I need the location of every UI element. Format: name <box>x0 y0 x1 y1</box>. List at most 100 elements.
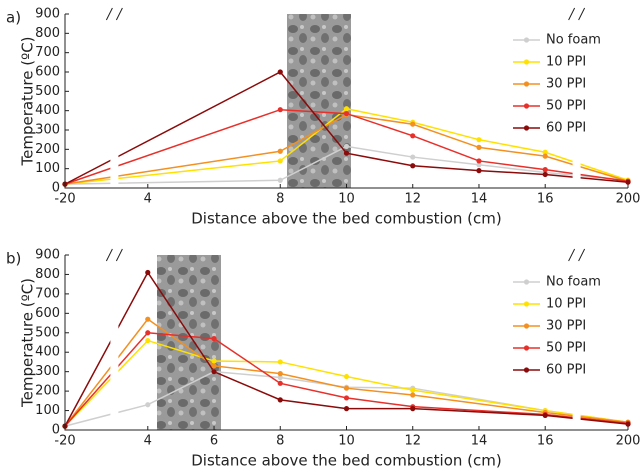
data-point <box>145 330 151 336</box>
data-point <box>277 397 283 403</box>
data-point <box>343 106 350 112</box>
data-point <box>277 374 283 381</box>
legend-marker <box>523 279 530 285</box>
y-tick-label: 800 <box>35 26 60 41</box>
y-tick-label: 100 <box>35 161 60 176</box>
legend-marker <box>523 125 530 131</box>
legend-label: 10 PPI <box>546 55 586 70</box>
data-point <box>277 380 283 386</box>
x-tick-label: 4 <box>144 192 152 207</box>
legend-marker <box>523 37 530 43</box>
y-tick-label: 200 <box>35 384 60 399</box>
x-tick-label: 14 <box>471 192 488 207</box>
legend-marker <box>523 103 530 109</box>
x-axis-label: Distance above the bed combustion (cm) <box>191 452 502 470</box>
y-axis-label: Temperature (ºC) <box>19 278 37 408</box>
break-mark <box>105 248 123 262</box>
data-point <box>542 167 548 173</box>
data-point <box>625 421 631 427</box>
axis-break <box>110 255 119 431</box>
data-point <box>542 149 548 155</box>
y-tick-label: 800 <box>35 267 60 282</box>
data-point <box>343 385 350 391</box>
x-tick-label: 8 <box>276 192 284 207</box>
data-point <box>277 148 283 154</box>
data-point <box>343 150 350 156</box>
data-point <box>343 395 350 401</box>
data-point <box>542 153 548 159</box>
x-tick-label: 4 <box>144 434 152 449</box>
data-point <box>410 121 416 127</box>
series-line <box>64 271 629 427</box>
legend-marker <box>523 345 530 351</box>
legend-label: 10 PPI <box>546 297 586 312</box>
legend-label: 50 PPI <box>546 341 586 356</box>
x-axis-label: Distance above the bed combustion (cm) <box>191 210 502 228</box>
data-point <box>542 412 548 419</box>
break-mark <box>105 7 123 21</box>
data-point <box>145 337 151 344</box>
legend-label: 30 PPI <box>546 319 586 334</box>
data-point <box>277 177 283 183</box>
data-point <box>410 133 416 139</box>
data-point <box>410 392 416 398</box>
series-line <box>64 339 629 427</box>
x-tick-label: 14 <box>471 434 488 449</box>
foam-image <box>287 14 351 188</box>
y-axis-label: Temperature (ºC) <box>19 36 37 166</box>
data-point <box>476 158 482 164</box>
data-point <box>476 168 482 174</box>
x-tick-label: 200 <box>616 192 641 207</box>
y-tick-label: 600 <box>35 65 60 80</box>
legend-marker <box>523 301 530 307</box>
y-tick-label: 700 <box>35 45 60 60</box>
data-point <box>343 406 350 412</box>
x-tick-label: 10 <box>338 192 355 207</box>
legend-marker <box>523 323 530 329</box>
x-tick-label: -20 <box>54 192 75 207</box>
x-tick-label: 16 <box>537 434 554 449</box>
y-tick-label: 0 <box>52 423 60 438</box>
legend-marker <box>523 59 530 65</box>
y-tick-label: 0 <box>52 181 60 196</box>
x-tick-label: 12 <box>404 434 421 449</box>
legend-marker <box>523 81 530 87</box>
legend-label: No foam <box>546 33 601 48</box>
axis-break <box>572 255 581 431</box>
y-tick-label: 400 <box>35 103 60 118</box>
axes <box>64 255 628 431</box>
data-point <box>476 144 482 150</box>
data-point <box>476 137 482 143</box>
y-tick-label: 300 <box>35 364 60 379</box>
y-tick-label: 900 <box>35 7 60 22</box>
data-point <box>211 363 217 369</box>
legend-label: 60 PPI <box>546 363 586 378</box>
break-mark <box>568 248 586 262</box>
data-point <box>343 110 350 117</box>
y-tick-label: 300 <box>35 123 60 138</box>
series-line <box>64 331 629 427</box>
foam-image <box>157 255 221 430</box>
data-point <box>277 359 283 365</box>
data-point <box>410 154 416 160</box>
data-point <box>410 406 416 412</box>
legend-label: No foam <box>546 275 601 290</box>
y-tick-label: 200 <box>35 142 60 157</box>
y-tick-label: 100 <box>35 403 60 418</box>
data-point <box>277 107 283 113</box>
x-tick-label: 10 <box>338 434 355 449</box>
data-point <box>277 69 283 75</box>
x-tick-label: 16 <box>537 192 554 207</box>
legend-label: 60 PPI <box>546 121 586 136</box>
data-point <box>277 371 283 377</box>
legend-marker <box>523 367 530 373</box>
y-tick-label: 700 <box>35 286 60 301</box>
data-point <box>542 171 548 178</box>
panel-label: b) <box>6 250 21 268</box>
panel-label: a) <box>6 9 21 27</box>
data-point <box>410 163 416 169</box>
data-point <box>211 336 217 342</box>
data-point <box>145 402 151 408</box>
